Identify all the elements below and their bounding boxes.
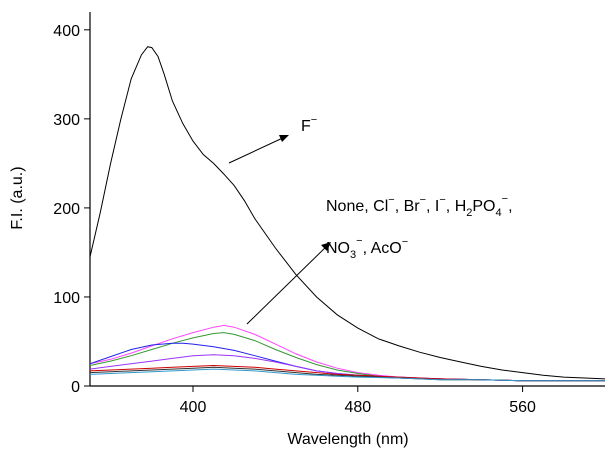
ticks-layer: 0 100 200 300 400 400 480 560 (53, 23, 536, 416)
y-axis-title: F.I. (a.u.) (9, 166, 26, 229)
y-tick-label: 100 (53, 290, 80, 307)
y-tick-label: 300 (53, 112, 80, 129)
series-line-8 (89, 368, 605, 382)
fluoride-label: F− (301, 114, 317, 135)
x-tick-label: 400 (180, 399, 207, 416)
x-axis-title: Wavelength (nm) (287, 431, 408, 448)
series-layer (89, 46, 606, 382)
anion-group-label-line2: NO3−, AcO− (326, 235, 408, 261)
anion-group-label-line1: None, Cl−, Br−, I−, H2PO4−, (326, 193, 513, 219)
series-line-1 (89, 46, 606, 380)
x-tick-label: 560 (509, 399, 536, 416)
y-tick-label: 0 (71, 379, 80, 396)
y-tick-label: 400 (53, 23, 80, 40)
fluoride-arrow (228, 135, 289, 164)
y-tick-label: 200 (53, 201, 80, 218)
group-arrow (246, 242, 331, 325)
series-line-2 (89, 324, 605, 382)
x-tick-label: 480 (344, 399, 371, 416)
